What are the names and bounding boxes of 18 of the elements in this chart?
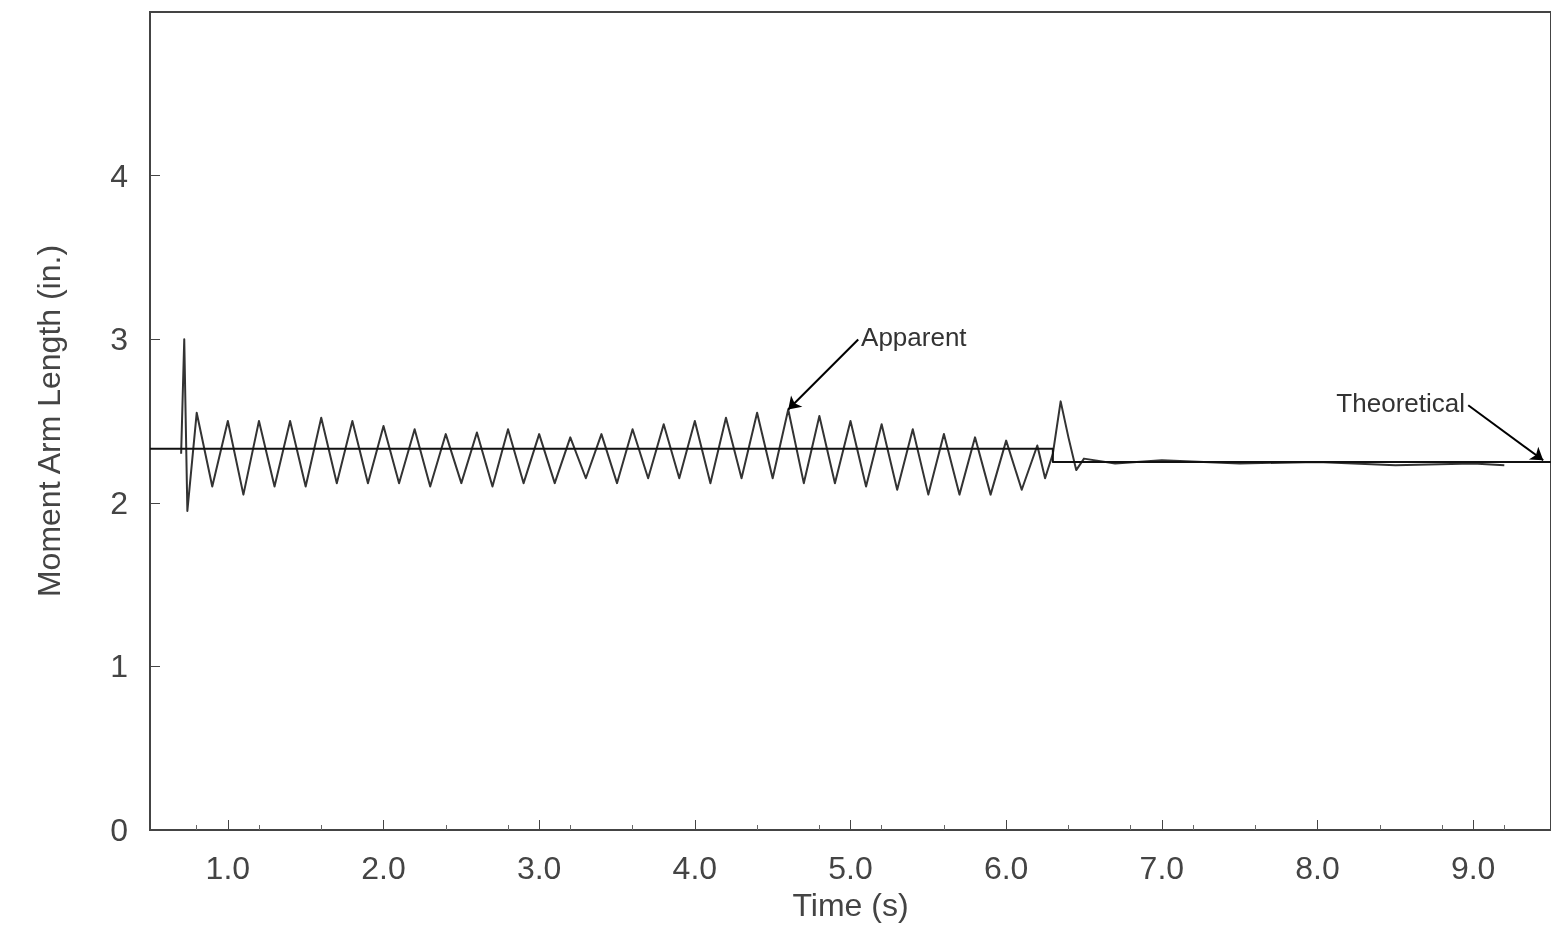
y-tick-label: 1 — [110, 648, 128, 685]
annotation: Theoretical — [1336, 387, 1465, 418]
x-tick-label: 3.0 — [516, 850, 562, 886]
annotation: Apparent — [861, 321, 968, 352]
x-tick-label: 4.0 — [672, 850, 718, 886]
y-tick-label: 0 — [110, 812, 128, 848]
x-axis-title: Time (s) — [792, 886, 909, 923]
y-tick-label: 4 — [110, 157, 128, 194]
x-tick-label: 5.0 — [828, 850, 873, 886]
y-tick-label: 2 — [110, 484, 128, 521]
x-tick-label: 6.0 — [983, 850, 1029, 886]
y-axis-title: Moment Arm Length (in.) — [31, 244, 67, 598]
x-tick-label: 1.0 — [205, 850, 251, 886]
x-tick-label: 2.0 — [361, 850, 406, 886]
x-tick-label: 9.0 — [1450, 850, 1496, 886]
x-tick-label: 7.0 — [1139, 850, 1185, 886]
x-tick-label: 8.0 — [1295, 850, 1340, 886]
y-tick-label: 3 — [110, 321, 128, 358]
